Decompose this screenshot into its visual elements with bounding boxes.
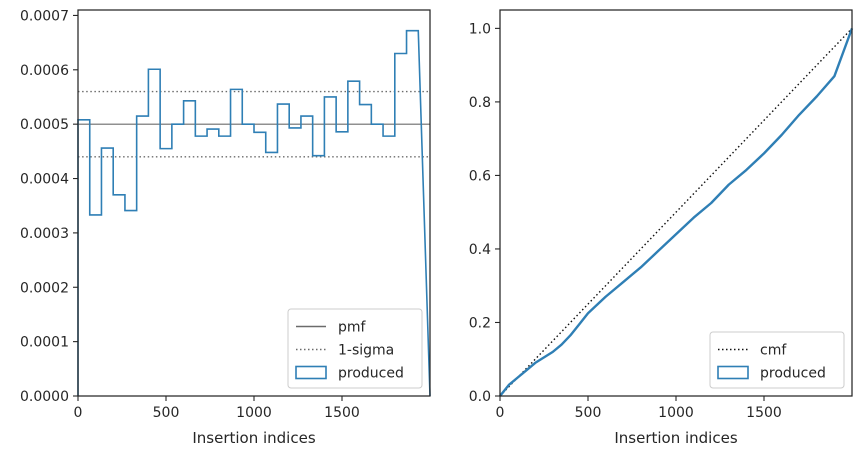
cumulative-point <box>640 266 642 268</box>
cumulative-point <box>745 169 747 171</box>
legend-label: produced <box>338 366 404 382</box>
cumulative-point <box>605 296 607 298</box>
histogram-bin <box>160 149 172 396</box>
histogram-bin <box>78 120 90 396</box>
cmf-line <box>499 27 853 397</box>
y-tick-label: 0.0006 <box>20 63 69 79</box>
cumulative-point <box>693 217 695 219</box>
produced-histogram <box>77 29 431 397</box>
y-tick-label: 0.8 <box>469 95 491 111</box>
cumulative-point <box>534 362 536 364</box>
legend-label: 1-sigma <box>338 343 394 359</box>
cumulative-point <box>525 369 527 371</box>
cumulative-panel: 0 500 1000 1500 0.0 0.2 0.4 0.6 0.8 1.0 Insertion… <box>469 9 854 447</box>
y-tick-label: 0.0002 <box>20 280 69 296</box>
y-tick-label: 0.0004 <box>20 172 69 188</box>
y-tick-label: 0.0005 <box>20 117 69 133</box>
legend-label: produced <box>760 366 826 382</box>
x-tick-label: 1500 <box>746 405 782 421</box>
cumulative-xlabel: Insertion indices <box>614 429 737 447</box>
produced-cumulative-line <box>499 27 854 397</box>
cumulative-point <box>763 152 765 154</box>
cumulative-point <box>517 377 519 379</box>
legend-handle <box>717 365 749 380</box>
histogram-bin <box>195 136 207 396</box>
histogram-bin <box>125 211 137 396</box>
cumulative-point <box>543 356 545 358</box>
histogram-bin <box>137 116 149 396</box>
cumulative-point <box>816 95 818 97</box>
cumulative-point <box>657 250 659 252</box>
histogram-bin <box>113 195 125 396</box>
cumulative-point <box>569 334 571 336</box>
y-tick-label: 0.6 <box>469 168 491 184</box>
y-tick-label: 0.4 <box>469 242 491 258</box>
cumulative-point <box>578 323 580 325</box>
cumulative-plot-area <box>499 27 854 397</box>
y-tick-label: 0.0003 <box>20 226 69 242</box>
x-tick-label: 500 <box>575 405 602 421</box>
cumulative-point <box>781 134 783 136</box>
legend-box <box>287 308 423 389</box>
histogram-bin <box>184 101 196 396</box>
cumulative-point <box>675 233 677 235</box>
histogram-ticks: 0 500 1000 1500 0.0000 0.0001 0.0002 0.0003 0.00… <box>20 8 360 421</box>
histogram-bin <box>219 136 231 396</box>
y-tick-label: 0.0000 <box>20 389 69 405</box>
histogram-plot-area <box>77 29 431 397</box>
histogram-bin <box>254 132 266 396</box>
cumulative-point <box>561 344 563 346</box>
x-tick-label: 0 <box>74 405 83 421</box>
histogram-bin <box>207 129 219 396</box>
y-tick-label: 1.0 <box>469 21 491 37</box>
histogram-bin <box>277 104 289 396</box>
legend-label: cmf <box>760 343 787 359</box>
cumulative-point <box>587 312 589 314</box>
histogram-bin <box>101 148 113 396</box>
legend-box <box>709 331 845 389</box>
histogram-bin <box>90 215 102 396</box>
legend-label: pmf <box>338 320 367 336</box>
histogram-bin <box>242 124 254 396</box>
x-tick-label: 1000 <box>658 405 694 421</box>
histogram-panel: 0 500 1000 1500 0.0000 0.0001 0.0002 0.0003 0.00… <box>20 8 431 447</box>
histogram-bin <box>172 124 184 396</box>
histogram-legend: pmf 1-sigma produced <box>287 308 423 389</box>
y-tick-label: 0.0 <box>469 389 491 405</box>
x-tick-label: 1000 <box>236 405 272 421</box>
y-tick-label: 0.0007 <box>20 8 69 24</box>
histogram-frame <box>77 9 431 397</box>
histogram-bin <box>266 152 278 396</box>
y-tick-label: 0.2 <box>469 315 491 331</box>
histogram-xlabel: Insertion indices <box>192 429 315 447</box>
legend-handle <box>295 365 327 380</box>
cumulative-legend: cmf produced <box>709 331 845 389</box>
cumulative-point <box>508 384 510 386</box>
cumulative-point <box>622 281 624 283</box>
cumulative-point <box>710 202 712 204</box>
cumulative-point <box>552 351 554 353</box>
histogram-bin <box>148 69 160 396</box>
cumulative-point <box>833 75 835 77</box>
cumulative-point <box>728 184 730 186</box>
cumulative-frame <box>499 9 853 397</box>
x-tick-label: 0 <box>496 405 505 421</box>
x-tick-label: 1500 <box>324 405 360 421</box>
cumulative-ticks: 0 500 1000 1500 0.0 0.2 0.4 0.6 0.8 1.0 <box>469 21 782 421</box>
y-tick-label: 0.0001 <box>20 335 69 351</box>
x-tick-label: 500 <box>153 405 180 421</box>
histogram-bin <box>231 89 243 396</box>
cumulative-point <box>798 114 800 116</box>
